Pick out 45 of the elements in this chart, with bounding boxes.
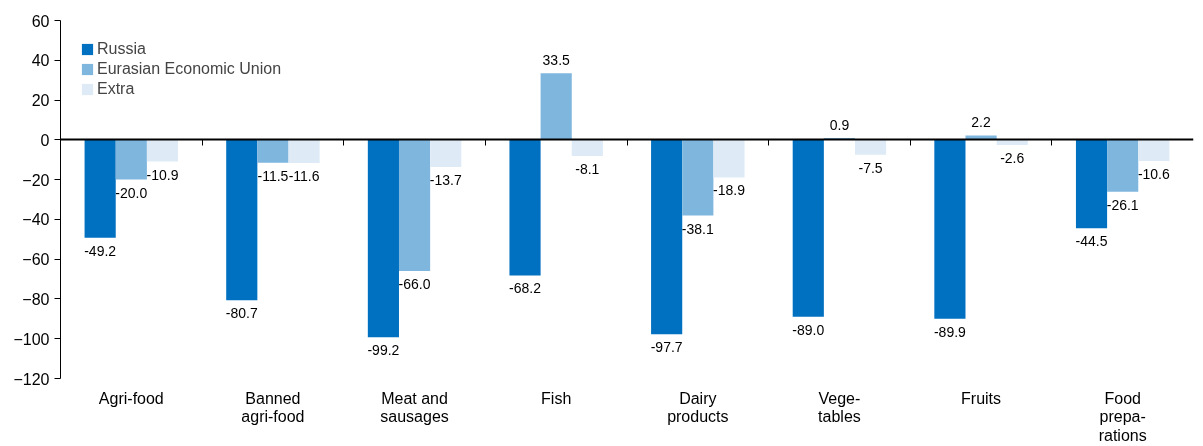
legend-label: Russia	[97, 40, 146, 58]
data-label: -89.9	[933, 323, 967, 340]
data-label: -97.7	[650, 339, 683, 356]
data-label: -7.5	[858, 159, 883, 176]
legend-label: Extra	[97, 80, 135, 98]
y-tick-label: −60	[22, 251, 50, 269]
data-label: -11.6	[288, 167, 320, 184]
x-tick-label: Banned agri-food	[241, 389, 305, 426]
data-label: -18.9	[713, 182, 746, 199]
y-tick-label: −20	[22, 171, 50, 189]
x-tick-label: Dairy products	[667, 389, 729, 426]
data-label: -66.0	[398, 276, 431, 293]
y-tick-label: −120	[13, 370, 50, 388]
data-label: -2.6	[1000, 150, 1025, 166]
y-tick-label: −40	[22, 211, 50, 229]
data-label: 33.5	[542, 52, 571, 69]
y-tick-label: 40	[31, 52, 50, 70]
data-label: -10.6	[1137, 165, 1171, 182]
data-label: -68.2	[509, 280, 542, 297]
x-tick-label: Vege- tables	[818, 389, 861, 426]
data-label: -49.2	[84, 242, 117, 259]
data-label: 0.9	[829, 117, 850, 134]
data-label: 2.2	[971, 114, 992, 131]
x-tick-label: Fish	[541, 389, 572, 407]
x-tick-label: Agri-food	[98, 389, 164, 407]
data-label: -80.7	[225, 305, 258, 322]
data-label: -20.0	[115, 184, 148, 201]
x-tick-label: Food prepa- rations	[1098, 389, 1147, 444]
data-label: -44.5	[1075, 233, 1108, 250]
data-label: -26.1	[1106, 196, 1139, 213]
data-label: -10.9	[146, 166, 179, 183]
data-label: -13.7	[429, 172, 462, 189]
x-tick-label: Meat and sausages	[380, 389, 449, 426]
y-tick-label: 0	[40, 131, 50, 149]
y-tick-label: −80	[22, 290, 50, 308]
legend-label: Eurasian Economic Union	[97, 60, 282, 78]
data-label: -11.5	[257, 167, 289, 184]
y-tick-label: −100	[13, 330, 50, 348]
x-tick-label: Fruits	[961, 389, 1002, 407]
data-label: -8.1	[575, 160, 600, 177]
data-label: -89.0	[792, 321, 825, 338]
y-tick-label: 20	[31, 92, 50, 110]
data-label: -99.2	[367, 342, 400, 359]
data-label: -38.1	[681, 220, 714, 237]
y-tick-label: 60	[31, 12, 50, 30]
